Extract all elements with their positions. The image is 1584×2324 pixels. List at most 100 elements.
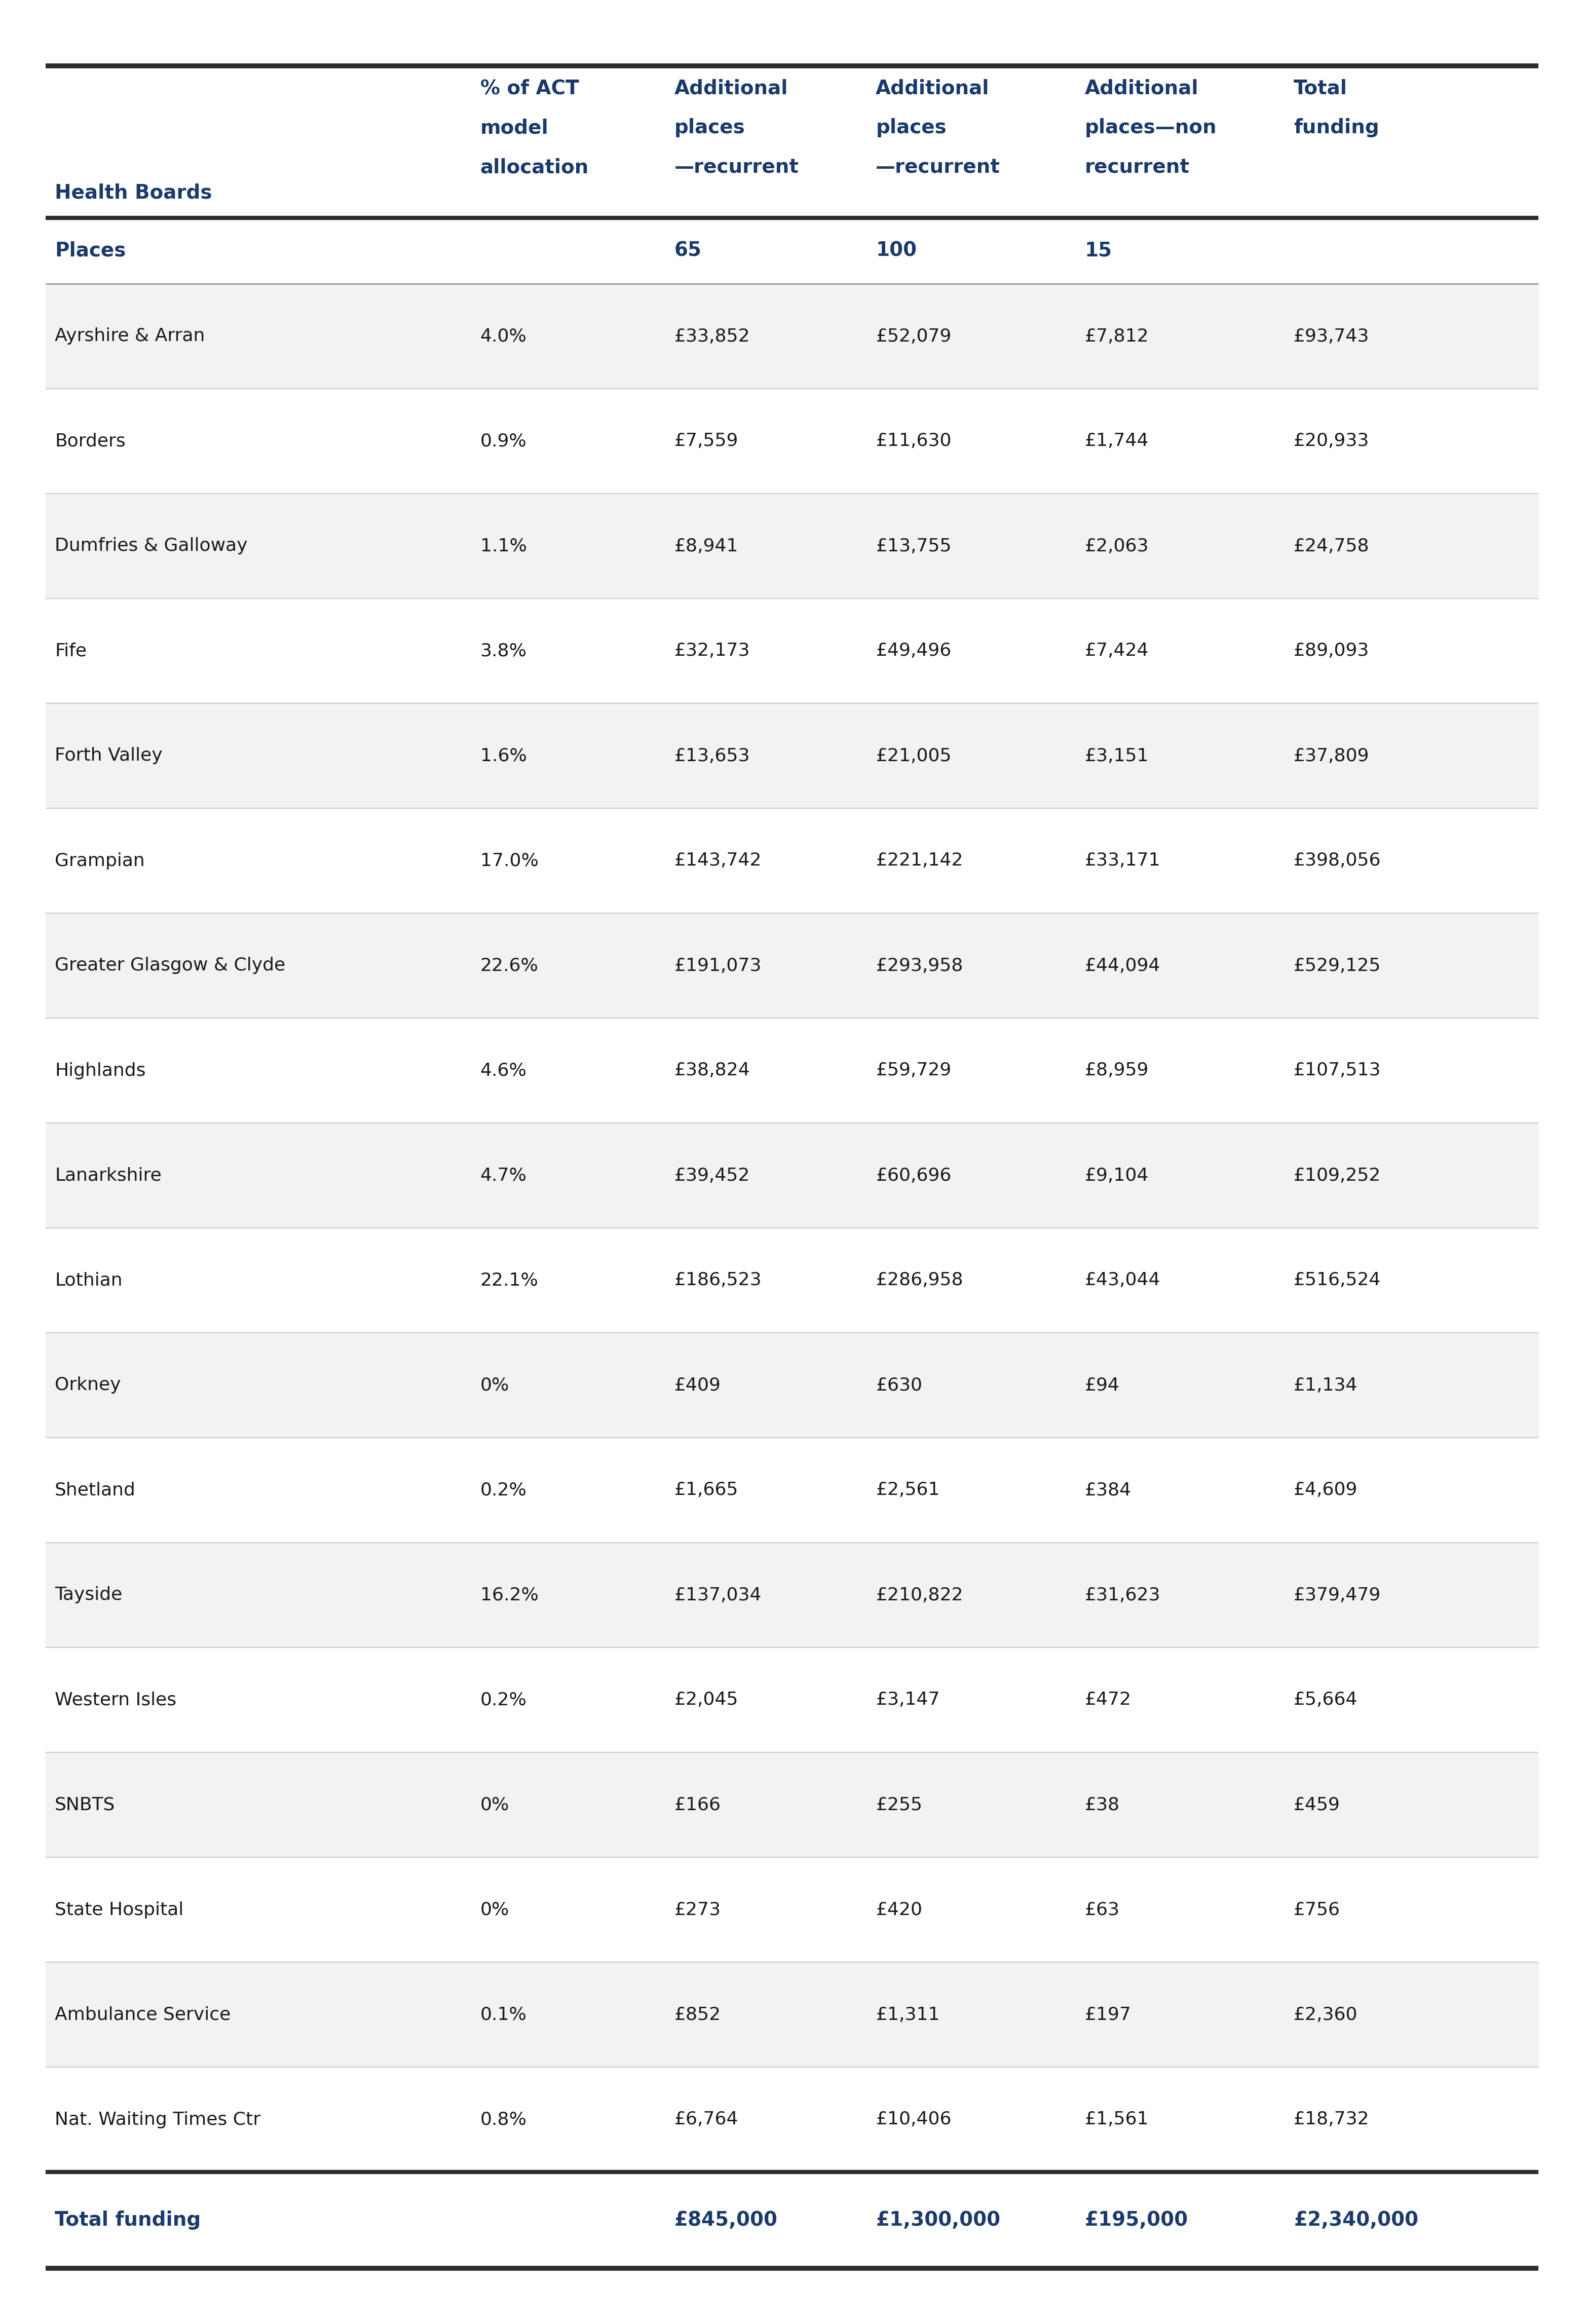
- Text: £186,523: £186,523: [675, 1271, 762, 1290]
- Text: £1,665: £1,665: [675, 1480, 738, 1499]
- Text: £5,664: £5,664: [1294, 1692, 1357, 1708]
- Text: £63: £63: [1085, 1901, 1120, 1917]
- Text: Highlands: Highlands: [55, 1062, 146, 1078]
- Text: £10,406: £10,406: [876, 2110, 952, 2129]
- Text: —recurrent: —recurrent: [876, 158, 1001, 177]
- Text: 0.8%: 0.8%: [480, 2110, 527, 2129]
- Text: £1,311: £1,311: [876, 2006, 939, 2024]
- Bar: [46, 600, 1538, 704]
- Text: £630: £630: [876, 1376, 922, 1394]
- Text: £137,034: £137,034: [675, 1587, 762, 1604]
- Bar: [46, 913, 1538, 1018]
- Text: 100: 100: [876, 242, 917, 260]
- Text: Ambulance Service: Ambulance Service: [55, 2006, 231, 2024]
- Bar: [46, 1122, 1538, 1227]
- Text: Total: Total: [1294, 79, 1348, 98]
- Text: £2,340,000: £2,340,000: [1294, 2210, 1418, 2229]
- Text: 0%: 0%: [480, 1901, 508, 1917]
- Text: £94: £94: [1085, 1376, 1120, 1394]
- Bar: [46, 1857, 1538, 1961]
- Text: —recurrent: —recurrent: [675, 158, 798, 177]
- Bar: [46, 388, 1538, 493]
- Text: £38,824: £38,824: [675, 1062, 751, 1078]
- Bar: [46, 1752, 1538, 1857]
- Text: £191,073: £191,073: [675, 957, 762, 974]
- Text: £409: £409: [675, 1376, 721, 1394]
- Text: £44,094: £44,094: [1085, 957, 1161, 974]
- Bar: [46, 704, 1538, 809]
- Text: £11,630: £11,630: [876, 432, 952, 451]
- Text: 22.1%: 22.1%: [480, 1271, 539, 1290]
- Text: £379,479: £379,479: [1294, 1587, 1381, 1604]
- Text: Shetland: Shetland: [55, 1480, 136, 1499]
- Text: 4.0%: 4.0%: [480, 328, 527, 344]
- Text: £293,958: £293,958: [876, 957, 963, 974]
- Bar: [46, 1543, 1538, 1648]
- Text: % of ACT: % of ACT: [480, 79, 578, 98]
- Text: SNBTS: SNBTS: [55, 1796, 116, 1813]
- Text: 0.1%: 0.1%: [480, 2006, 527, 2024]
- Text: £255: £255: [876, 1796, 922, 1813]
- Text: £166: £166: [675, 1796, 721, 1813]
- Text: 22.6%: 22.6%: [480, 957, 539, 974]
- Text: 1.6%: 1.6%: [480, 748, 527, 765]
- Text: £37,809: £37,809: [1294, 748, 1370, 765]
- Bar: [46, 809, 1538, 913]
- Text: Additional: Additional: [876, 79, 990, 98]
- Text: £459: £459: [1294, 1796, 1340, 1813]
- Text: £3,147: £3,147: [876, 1692, 939, 1708]
- Text: £32,173: £32,173: [675, 641, 749, 660]
- Text: £7,812: £7,812: [1085, 328, 1148, 344]
- Text: model: model: [480, 119, 548, 137]
- Text: 1.1%: 1.1%: [480, 537, 527, 555]
- Text: £195,000: £195,000: [1085, 2210, 1188, 2229]
- Text: 4.7%: 4.7%: [480, 1167, 527, 1183]
- Text: places: places: [675, 119, 744, 137]
- Text: Orkney: Orkney: [55, 1376, 120, 1394]
- Text: £7,424: £7,424: [1085, 641, 1148, 660]
- Text: Additional: Additional: [675, 79, 787, 98]
- Text: Grampian: Grampian: [55, 853, 144, 869]
- Text: £197: £197: [1085, 2006, 1131, 2024]
- Text: £2,561: £2,561: [876, 1480, 939, 1499]
- Text: 16.2%: 16.2%: [480, 1587, 539, 1604]
- Text: £756: £756: [1294, 1901, 1340, 1917]
- Bar: [46, 1332, 1538, 1439]
- Text: £6,764: £6,764: [675, 2110, 738, 2129]
- Bar: [46, 1018, 1538, 1122]
- Text: £39,452: £39,452: [675, 1167, 749, 1183]
- Bar: [46, 1439, 1538, 1543]
- Text: 15: 15: [1085, 242, 1112, 260]
- Text: Tayside: Tayside: [55, 1587, 122, 1604]
- Text: 0%: 0%: [480, 1796, 508, 1813]
- Text: £398,056: £398,056: [1294, 853, 1381, 869]
- Text: Borders: Borders: [55, 432, 125, 451]
- Bar: [46, 1648, 1538, 1752]
- Text: places: places: [876, 119, 947, 137]
- Text: £9,104: £9,104: [1085, 1167, 1148, 1183]
- Text: £529,125: £529,125: [1294, 957, 1381, 974]
- Text: £49,496: £49,496: [876, 641, 952, 660]
- Text: funding: funding: [1294, 119, 1380, 137]
- Bar: [46, 1227, 1538, 1332]
- Text: £13,653: £13,653: [675, 748, 749, 765]
- Text: £1,134: £1,134: [1294, 1376, 1357, 1394]
- Bar: [46, 1961, 1538, 2066]
- Text: £24,758: £24,758: [1294, 537, 1370, 555]
- Text: £60,696: £60,696: [876, 1167, 952, 1183]
- Text: 65: 65: [675, 242, 702, 260]
- Text: £143,742: £143,742: [675, 853, 762, 869]
- Text: £31,623: £31,623: [1085, 1587, 1161, 1604]
- Text: £107,513: £107,513: [1294, 1062, 1381, 1078]
- Text: £3,151: £3,151: [1085, 748, 1148, 765]
- Text: £852: £852: [675, 2006, 721, 2024]
- Bar: [46, 284, 1538, 388]
- Text: 0.2%: 0.2%: [480, 1480, 527, 1499]
- Text: £59,729: £59,729: [876, 1062, 952, 1078]
- Text: Dumfries & Galloway: Dumfries & Galloway: [55, 537, 247, 555]
- Text: £33,852: £33,852: [675, 328, 751, 344]
- Text: £33,171: £33,171: [1085, 853, 1161, 869]
- Text: Places: Places: [55, 242, 125, 260]
- Text: Health Boards: Health Boards: [55, 184, 212, 202]
- Bar: [46, 2066, 1538, 2173]
